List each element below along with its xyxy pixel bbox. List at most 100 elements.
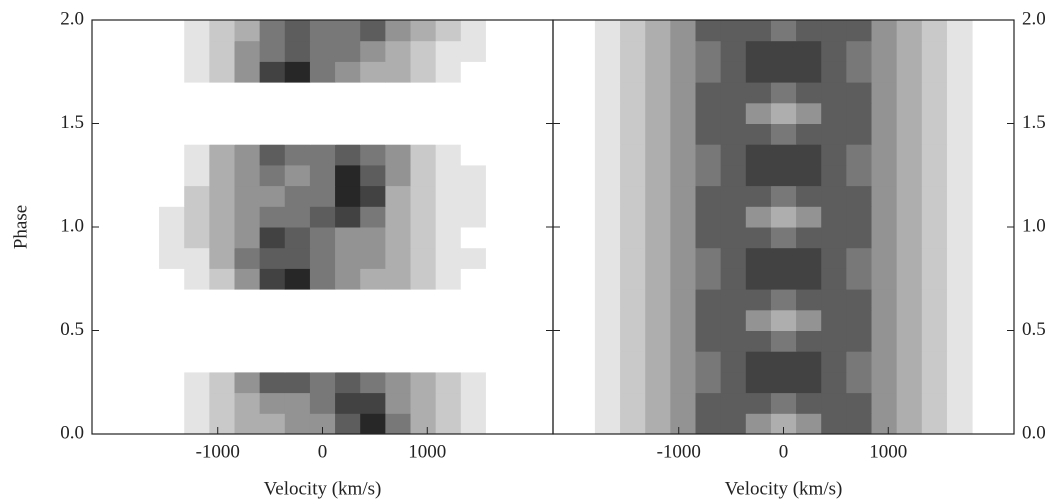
heatmap-cell — [184, 20, 210, 42]
heatmap-cell — [209, 392, 235, 414]
heatmap-cell — [821, 371, 847, 394]
heatmap-cell — [360, 247, 386, 269]
heatmap-cell — [159, 164, 185, 187]
y-tick-label: 1.0 — [1022, 215, 1046, 236]
heatmap-cell — [745, 82, 772, 104]
heatmap-cell — [460, 371, 487, 394]
heatmap-cell — [670, 40, 696, 62]
heatmap-cell — [360, 289, 386, 311]
heatmap-cell — [670, 351, 696, 373]
heatmap-cell — [360, 82, 386, 104]
heatmap-cell — [410, 289, 437, 311]
heatmap-cell — [284, 102, 311, 124]
heatmap-cell — [133, 227, 160, 249]
heatmap-cell — [745, 164, 772, 187]
heatmap-cell — [871, 123, 898, 145]
heatmap-cell — [435, 330, 462, 352]
heatmap-cell — [284, 20, 311, 42]
heatmap-cell — [460, 247, 487, 269]
heatmap-cell — [846, 247, 873, 269]
heatmap-cell — [896, 82, 923, 104]
heatmap-cell — [309, 330, 336, 352]
heatmap-cell — [335, 392, 361, 414]
heatmap-cell — [209, 309, 235, 331]
heatmap-cell — [435, 392, 462, 414]
heatmap-cell — [921, 40, 948, 62]
heatmap-cell — [871, 206, 898, 228]
heatmap-cell — [360, 371, 386, 394]
heatmap-cell — [745, 206, 772, 228]
heatmap-cell — [770, 82, 797, 104]
heatmap-cell — [946, 268, 973, 290]
heatmap-cell — [435, 371, 462, 394]
heatmap-cell — [133, 371, 160, 394]
heatmap-cell — [645, 247, 671, 269]
heatmap-cell — [745, 289, 772, 311]
heatmap-cell — [645, 144, 671, 166]
heatmap-cell — [796, 40, 822, 62]
heatmap-cell — [720, 20, 747, 42]
heatmap-cell — [309, 185, 336, 207]
heatmap-cell — [946, 123, 973, 145]
heatmap-cell — [871, 268, 898, 290]
heatmap-cell — [284, 123, 311, 145]
heatmap-cell — [921, 82, 948, 104]
heatmap-cell — [133, 20, 160, 42]
heatmap-cell — [360, 185, 386, 207]
heatmap-cell — [720, 268, 747, 290]
heatmap-cell — [620, 144, 646, 166]
heatmap-cell — [460, 164, 487, 187]
heatmap-cell — [921, 413, 948, 435]
heatmap-cell — [846, 185, 873, 207]
heatmap-cell — [720, 102, 747, 124]
heatmap-cell — [184, 413, 210, 435]
heatmap-cell — [435, 309, 462, 331]
heatmap-cell — [385, 206, 412, 228]
heatmap-cell — [620, 289, 646, 311]
heatmap-cell — [335, 123, 361, 145]
heatmap-cell — [435, 40, 462, 62]
heatmap-cell — [946, 185, 973, 207]
heatmap-cell — [184, 351, 210, 373]
heatmap-cell — [745, 40, 772, 62]
heatmap-cell — [234, 413, 261, 435]
heatmap-cell — [435, 61, 462, 83]
heatmap-cell — [184, 82, 210, 104]
heatmap-cell — [645, 61, 671, 83]
heatmap-cell — [335, 102, 361, 124]
heatmap-cell — [796, 289, 822, 311]
heatmap-cell — [645, 206, 671, 228]
heatmap-cell — [896, 185, 923, 207]
heatmap-cell — [745, 20, 772, 42]
heatmap-cell — [796, 309, 822, 331]
heatmap-cell — [946, 289, 973, 311]
heatmap-cell — [620, 392, 646, 414]
heatmap-cell — [770, 247, 797, 269]
heatmap-cell — [335, 206, 361, 228]
heatmap-cell — [435, 185, 462, 207]
heatmap-cell — [259, 164, 286, 187]
heatmap-cell — [645, 309, 671, 331]
heatmap-cell — [946, 164, 973, 187]
heatmap-cell — [133, 351, 160, 373]
heatmap-cell — [770, 330, 797, 352]
heatmap-cell — [871, 20, 898, 42]
heatmap-cell — [896, 289, 923, 311]
heatmap-cell — [435, 289, 462, 311]
y-tick-label: 1.5 — [60, 112, 84, 133]
heatmap-cell — [460, 330, 487, 352]
heatmap-cell — [846, 144, 873, 166]
heatmap-cell — [770, 61, 797, 83]
heatmap-cell — [209, 268, 235, 290]
heatmap-cell — [896, 392, 923, 414]
heatmap-cell — [846, 371, 873, 394]
heatmap-cell — [234, 371, 261, 394]
heatmap-cell — [921, 20, 948, 42]
heatmap-cell — [821, 392, 847, 414]
heatmap-cell — [645, 40, 671, 62]
heatmap-cell — [259, 185, 286, 207]
heatmap-cell — [695, 20, 722, 42]
heatmap-cell — [485, 330, 512, 352]
heatmap-cell — [645, 227, 671, 249]
heatmap-cell — [485, 371, 512, 394]
